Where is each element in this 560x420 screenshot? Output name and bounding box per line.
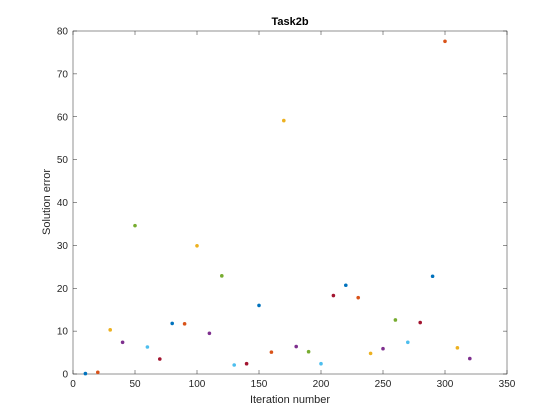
y-tick-label: 60 xyxy=(57,112,69,123)
data-point xyxy=(83,371,88,376)
data-points xyxy=(83,39,472,376)
x-axis-ticks: 0 50 100 150 200 250 300 350 xyxy=(70,31,516,390)
data-point xyxy=(406,340,410,345)
data-point xyxy=(418,320,423,325)
chart-title: Task2b xyxy=(271,16,308,28)
x-tick-label: 300 xyxy=(437,379,454,390)
data-point xyxy=(344,283,348,288)
data-point xyxy=(282,118,286,123)
data-point xyxy=(96,370,100,375)
x-tick-label: 200 xyxy=(313,379,330,390)
data-point xyxy=(269,350,274,354)
x-tick-label: 50 xyxy=(129,379,141,390)
y-tick-label: 40 xyxy=(57,198,69,209)
data-point xyxy=(368,351,373,356)
y-axis-label: Solution error xyxy=(41,169,53,235)
data-point xyxy=(356,295,361,300)
y-tick-label: 80 xyxy=(57,27,69,38)
y-tick-label: 30 xyxy=(57,241,69,252)
data-point xyxy=(170,321,174,326)
data-point xyxy=(108,328,112,332)
y-axis-ticks: 0 10 20 30 40 50 60 70 80 xyxy=(57,27,507,381)
data-point xyxy=(443,39,447,44)
data-point xyxy=(207,331,212,336)
y-tick-label: 10 xyxy=(57,327,69,338)
data-point xyxy=(455,346,460,350)
data-point xyxy=(133,223,137,228)
data-point xyxy=(182,322,187,326)
data-point xyxy=(331,293,336,298)
y-tick-label: 20 xyxy=(57,284,69,295)
x-tick-label: 250 xyxy=(375,379,392,390)
data-point xyxy=(195,244,199,248)
data-point xyxy=(294,344,299,349)
y-tick-label: 0 xyxy=(62,370,68,381)
x-tick-label: 0 xyxy=(70,379,76,390)
data-point xyxy=(257,303,261,308)
x-axis-label: Iteration number xyxy=(250,394,330,406)
data-point xyxy=(381,346,385,351)
x-tick-label: 150 xyxy=(251,379,268,390)
data-point xyxy=(306,349,311,354)
data-point xyxy=(232,363,236,367)
data-point xyxy=(319,361,323,366)
data-point xyxy=(220,274,224,278)
data-point xyxy=(145,345,150,349)
data-point xyxy=(120,340,125,345)
data-point xyxy=(468,356,472,361)
data-point xyxy=(158,357,162,361)
y-tick-label: 70 xyxy=(57,69,69,80)
x-tick-label: 100 xyxy=(189,379,206,390)
data-point xyxy=(244,361,249,366)
x-tick-label: 350 xyxy=(499,379,516,390)
y-tick-label: 50 xyxy=(57,155,69,166)
data-point xyxy=(430,274,435,279)
plot-area xyxy=(72,30,508,375)
data-point xyxy=(393,318,398,322)
